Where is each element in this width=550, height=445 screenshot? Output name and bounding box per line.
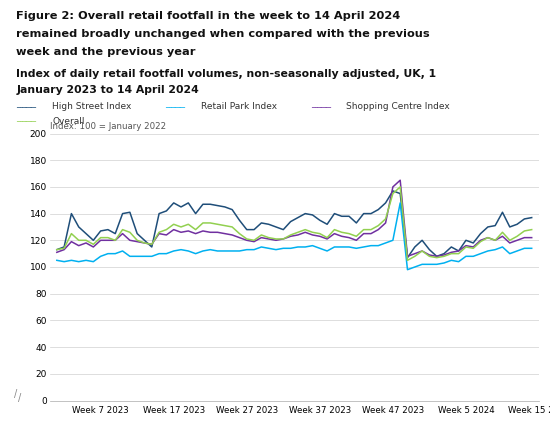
Text: ────: ──── — [16, 117, 36, 125]
Text: week and the previous year: week and the previous year — [16, 47, 196, 57]
Text: remained broadly unchanged when compared with the previous: remained broadly unchanged when compared… — [16, 29, 430, 39]
Text: Retail Park Index: Retail Park Index — [201, 102, 277, 111]
Text: /: / — [14, 389, 17, 399]
Text: ────: ──── — [16, 102, 36, 111]
Text: Figure 2: Overall retail footfall in the week to 14 April 2024: Figure 2: Overall retail footfall in the… — [16, 11, 401, 21]
Text: ────: ──── — [311, 102, 331, 111]
Text: High Street Index: High Street Index — [52, 102, 131, 111]
Text: Shopping Centre Index: Shopping Centre Index — [346, 102, 450, 111]
Text: January 2023 to 14 April 2024: January 2023 to 14 April 2024 — [16, 85, 199, 95]
Text: Index: 100 = January 2022: Index: 100 = January 2022 — [50, 122, 166, 131]
Text: Overall: Overall — [52, 117, 85, 125]
Text: /: / — [18, 393, 21, 403]
Text: Index of daily retail footfall volumes, non-seasonally adjusted, UK, 1: Index of daily retail footfall volumes, … — [16, 69, 437, 79]
Text: ────: ──── — [165, 102, 185, 111]
